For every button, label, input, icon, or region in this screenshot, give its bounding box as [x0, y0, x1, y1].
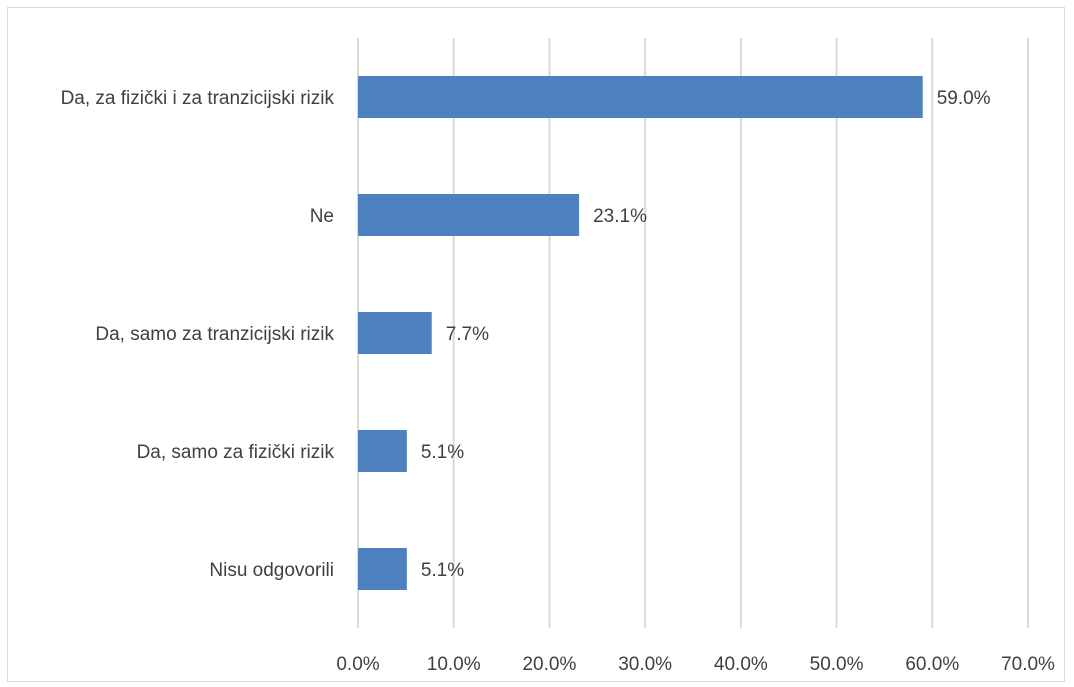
bars [358, 76, 923, 590]
data-label: 5.1% [421, 442, 464, 463]
data-label: 59.0% [937, 88, 991, 109]
bar [358, 548, 407, 590]
bar [358, 312, 432, 354]
x-tick-label: 0.0% [336, 654, 379, 675]
bar [358, 76, 923, 118]
x-tick-label: 40.0% [714, 654, 768, 675]
x-tick-label: 60.0% [905, 654, 959, 675]
category-label: Nisu odgovorili [209, 560, 334, 581]
x-tick-label: 30.0% [618, 654, 672, 675]
chart-area [7, 7, 1065, 682]
data-label: 5.1% [421, 560, 464, 581]
data-labels: 59.0% 23.1% 7.7% 5.1% 5.1% [421, 88, 991, 581]
bar [358, 194, 580, 236]
x-tick-label: 50.0% [810, 654, 864, 675]
data-label: 23.1% [593, 206, 647, 227]
category-label: Da, samo za tranzicijski rizik [95, 324, 334, 345]
category-label: Da, za fizički i za tranzicijski rizik [61, 88, 335, 109]
x-tick-label: 70.0% [1001, 654, 1055, 675]
bar [358, 430, 407, 472]
x-tick-label: 10.0% [427, 654, 481, 675]
x-axis-tick-labels: 0.0% 10.0% 20.0% 30.0% 40.0% 50.0% 60.0% 70.0% [336, 654, 1055, 675]
x-tick-label: 20.0% [522, 654, 576, 675]
category-label: Ne [310, 206, 334, 227]
gridlines [357, 38, 1029, 628]
category-labels: Da, za fizički i za tranzicijski rizik Ne… [61, 88, 335, 581]
data-label: 7.7% [446, 324, 489, 345]
category-label: Da, samo za fizički rizik [137, 442, 335, 463]
